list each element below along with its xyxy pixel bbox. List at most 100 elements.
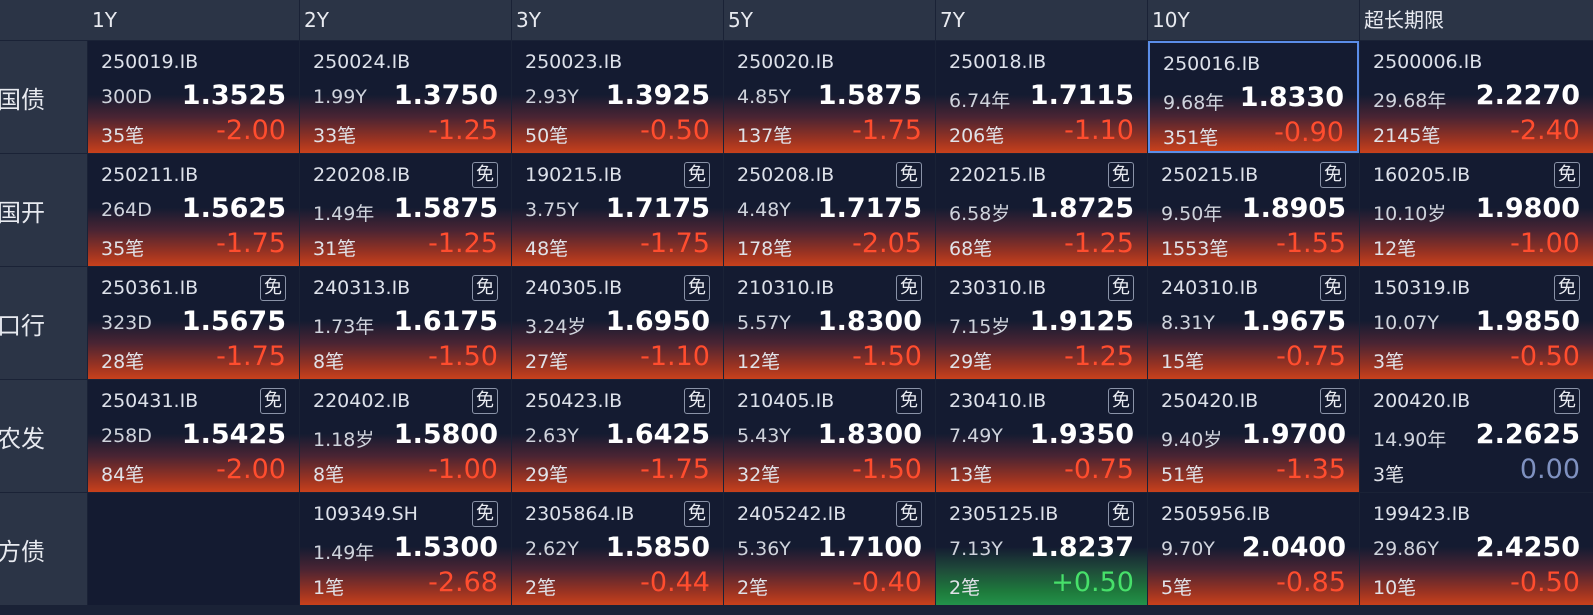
bond-cell[interactable]: 250019.IB 300D 1.3525 35笔 -2.00 <box>88 41 299 153</box>
yield: 1.5850 <box>605 532 710 563</box>
bond-cell[interactable]: 250018.IB 6.74年 1.7115 206笔 -1.10 <box>936 41 1147 153</box>
yield: 1.8725 <box>1029 193 1134 224</box>
bond-cell[interactable]: 2305125.IB 免 7.13Y 1.8237 2笔 +0.50 <box>936 493 1147 605</box>
tax-free-badge: 免 <box>472 501 498 527</box>
tax-free-badge: 免 <box>1108 501 1134 527</box>
tenor: 300D <box>101 86 152 108</box>
bond-code: 250361.IB <box>101 277 199 299</box>
bond-cell[interactable]: 250024.IB 1.99Y 1.3750 33笔 -1.25 <box>300 41 511 153</box>
tax-free-badge: 免 <box>1554 275 1580 301</box>
yield: 1.5625 <box>181 193 286 224</box>
yield: 1.5875 <box>817 80 922 111</box>
bond-code: 240313.IB <box>313 277 411 299</box>
bond-cell[interactable]: 250208.IB 免 4.48Y 1.7175 178笔 -2.05 <box>724 154 935 266</box>
bond-cell[interactable]: 250023.IB 2.93Y 1.3925 50笔 -0.50 <box>512 41 723 153</box>
trade-count: 12笔 <box>1373 238 1417 260</box>
trade-count: 1笔 <box>313 577 345 599</box>
yield-change: -1.25 <box>1064 228 1134 259</box>
bond-cell[interactable]: 190215.IB 免 3.75Y 1.7175 48笔 -1.75 <box>512 154 723 266</box>
bond-cell[interactable]: 220402.IB 免 1.18岁 1.5800 8笔 -1.00 <box>300 380 511 492</box>
tax-free-badge: 免 <box>1554 162 1580 188</box>
trade-count: 33笔 <box>313 125 357 147</box>
bond-cell[interactable]: 240310.IB 免 8.31Y 1.9675 15笔 -0.75 <box>1148 267 1359 379</box>
bond-cell[interactable]: 199423.IB 29.86Y 2.4250 10笔 -0.50 <box>1360 493 1593 605</box>
bond-code: 250019.IB <box>101 51 199 73</box>
bond-cell[interactable]: 240305.IB 免 3.24岁 1.6950 27笔 -1.10 <box>512 267 723 379</box>
yield: 1.5425 <box>181 419 286 450</box>
bond-cell[interactable]: 160205.IB 免 10.10岁 1.9800 12笔 -1.00 <box>1360 154 1593 266</box>
trade-count: 8笔 <box>313 351 345 373</box>
yield: 2.2625 <box>1475 419 1580 450</box>
bond-cell[interactable]: 230410.IB 免 7.49Y 1.9350 13笔 -0.75 <box>936 380 1147 492</box>
bond-cell[interactable]: 250016.IB 9.68年 1.8330 351笔 -0.90 <box>1148 41 1359 153</box>
row-label: 国开 <box>0 154 87 266</box>
trade-count: 13笔 <box>949 464 993 486</box>
trade-count: 3笔 <box>1373 351 1405 373</box>
yield: 1.5300 <box>393 532 498 563</box>
yield-change: -0.44 <box>640 567 710 598</box>
yield-change: -1.00 <box>1510 228 1580 259</box>
tax-free-badge: 免 <box>1320 275 1346 301</box>
trade-count: 27笔 <box>525 351 569 373</box>
tenor: 9.68年 <box>1163 92 1225 114</box>
bond-code: 240310.IB <box>1161 277 1259 299</box>
yield: 1.6175 <box>393 306 498 337</box>
tenor: 7.49Y <box>949 425 1003 447</box>
bond-cell[interactable]: 2500006.IB 29.68年 2.2270 2145笔 -2.40 <box>1360 41 1593 153</box>
bond-cell[interactable]: 240313.IB 免 1.73年 1.6175 8笔 -1.50 <box>300 267 511 379</box>
yield: 1.3750 <box>393 80 498 111</box>
bond-cell[interactable]: 250423.IB 免 2.63Y 1.6425 29笔 -1.75 <box>512 380 723 492</box>
tenor: 9.40岁 <box>1161 429 1223 451</box>
bond-code: 250211.IB <box>101 164 199 186</box>
bond-cell[interactable]: 2505956.IB 9.70Y 2.0400 5笔 -0.85 <box>1148 493 1359 605</box>
bond-cell[interactable]: 250215.IB 免 9.50年 1.8905 1553笔 -1.55 <box>1148 154 1359 266</box>
tax-free-badge: 免 <box>684 275 710 301</box>
tenor: 10.10岁 <box>1373 203 1447 225</box>
yield-change: -1.25 <box>428 228 498 259</box>
bond-cell[interactable]: 2305864.IB 免 2.62Y 1.5850 2笔 -0.44 <box>512 493 723 605</box>
bond-cell[interactable]: 210405.IB 免 5.43Y 1.8300 32笔 -1.50 <box>724 380 935 492</box>
yield-change: -1.50 <box>428 341 498 372</box>
bond-cell[interactable]: 250211.IB 264D 1.5625 35笔 -1.75 <box>88 154 299 266</box>
bond-cell[interactable]: 220215.IB 免 6.58岁 1.8725 68笔 -1.25 <box>936 154 1147 266</box>
bond-code: 210405.IB <box>737 390 835 412</box>
bond-cell[interactable]: 250020.IB 4.85Y 1.5875 137笔 -1.75 <box>724 41 935 153</box>
yield: 1.7175 <box>605 193 710 224</box>
bond-cell[interactable]: 230310.IB 免 7.15岁 1.9125 29笔 -1.25 <box>936 267 1147 379</box>
tenor: 7.15岁 <box>949 316 1011 338</box>
bond-cell[interactable]: 250431.IB 免 258D 1.5425 84笔 -2.00 <box>88 380 299 492</box>
tenor: 264D <box>101 199 152 221</box>
yield: 1.5675 <box>181 306 286 337</box>
tax-free-badge: 免 <box>472 275 498 301</box>
trade-count: 48笔 <box>525 238 569 260</box>
bond-cell[interactable]: 109349.SH 免 1.49年 1.5300 1笔 -2.68 <box>300 493 511 605</box>
yield-change: -0.75 <box>1276 341 1346 372</box>
bond-cell[interactable]: 210310.IB 免 5.57Y 1.8300 12笔 -1.50 <box>724 267 935 379</box>
bond-code: 109349.SH <box>313 503 418 525</box>
yield: 1.9800 <box>1475 193 1580 224</box>
bond-cell[interactable]: 250361.IB 免 323D 1.5675 28笔 -1.75 <box>88 267 299 379</box>
bond-cell[interactable]: 250420.IB 免 9.40岁 1.9700 51笔 -1.35 <box>1148 380 1359 492</box>
yield-change: -1.50 <box>852 454 922 485</box>
bond-cell[interactable]: 150319.IB 免 10.07Y 1.9850 3笔 -0.50 <box>1360 267 1593 379</box>
tenor: 4.85Y <box>737 86 791 108</box>
bond-cell[interactable]: 2405242.IB 免 5.36Y 1.7100 2笔 -0.40 <box>724 493 935 605</box>
tenor: 1.49年 <box>313 203 375 225</box>
tenor: 323D <box>101 312 152 334</box>
yield-change: -0.50 <box>1510 567 1580 598</box>
yield-change: 0.00 <box>1519 454 1580 485</box>
tax-free-badge: 免 <box>260 388 286 414</box>
tenor: 2.62Y <box>525 538 579 560</box>
yield-change: -1.10 <box>640 341 710 372</box>
yield-change: -1.00 <box>428 454 498 485</box>
yield-change: -1.55 <box>1276 228 1346 259</box>
yield-change: -1.75 <box>640 454 710 485</box>
bond-code: 250431.IB <box>101 390 199 412</box>
trade-count: 35笔 <box>101 125 145 147</box>
row-label: 农发 <box>0 380 87 492</box>
trade-count: 29笔 <box>525 464 569 486</box>
row-label-text: 方债 <box>0 537 45 566</box>
bond-cell[interactable]: 200420.IB 免 14.90年 2.2625 3笔 0.00 <box>1360 380 1593 492</box>
bond-code: 250024.IB <box>313 51 411 73</box>
bond-cell[interactable]: 220208.IB 免 1.49年 1.5875 31笔 -1.25 <box>300 154 511 266</box>
